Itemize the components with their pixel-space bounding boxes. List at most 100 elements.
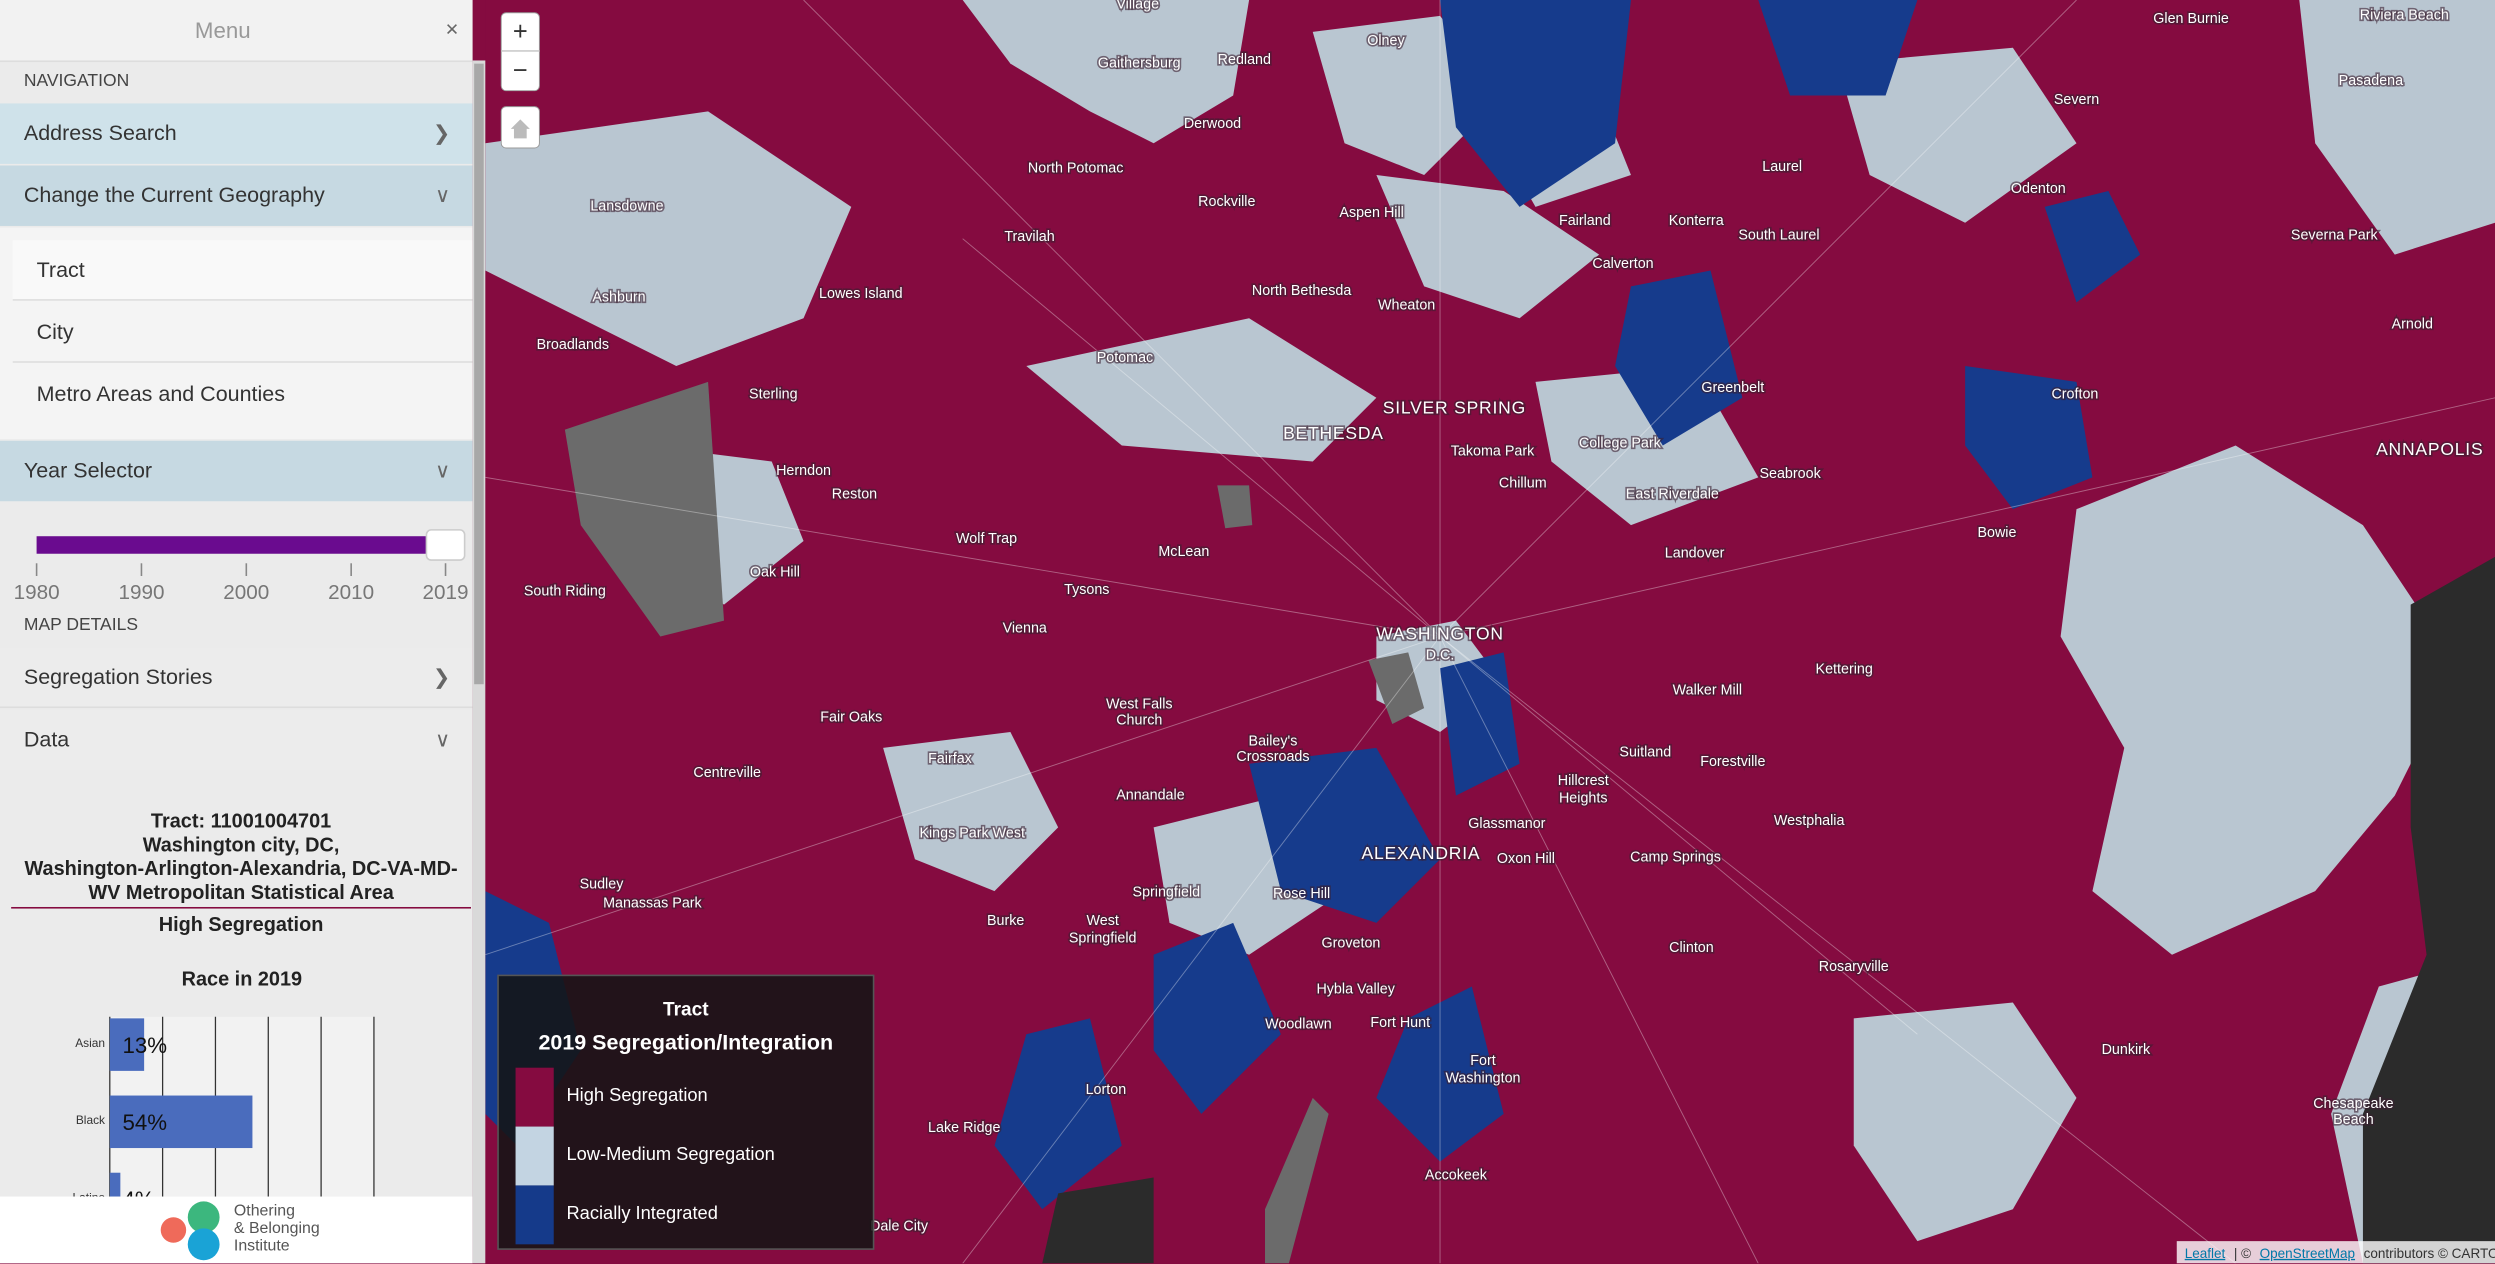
segregation-stories[interactable]: Segregation Stories ❯ (0, 647, 473, 709)
place-label: Broadlands (537, 337, 609, 353)
tract-level: High Segregation (158, 913, 324, 936)
place-label: Seabrook (1759, 466, 1821, 482)
place-label: Fair Oaks (820, 709, 882, 725)
legend-label: Racially Integrated (566, 1202, 717, 1223)
place-label: Severna Park (2291, 227, 2379, 243)
slider-tick-label: 2010 (328, 581, 374, 604)
legend-box (497, 974, 875, 1250)
attribution-box (2176, 1241, 2495, 1264)
org-line: & Belonging (233, 1220, 320, 1238)
place-label: Severn (2054, 92, 2099, 108)
section-heading: MAP DETAILS (23, 615, 139, 635)
place-label: McLean (1158, 544, 1209, 560)
place-label: Odenton (2011, 181, 2066, 197)
place-label: Hybla Valley (1316, 982, 1395, 998)
chart-title: Race in 2019 (182, 968, 302, 990)
slider-handle[interactable] (425, 529, 466, 561)
geography-option[interactable]: Metro Areas and Counties (36, 381, 285, 406)
place-label: ALEXANDRIA (1362, 843, 1481, 863)
home-icon (510, 119, 530, 139)
attribution-link[interactable]: Leaflet (2185, 1245, 2226, 1260)
address-search[interactable]: Address Search ❯ (0, 103, 473, 164)
chevron: ∨ (435, 182, 451, 207)
change-geography[interactable]: Change the Current Geography ∨ (0, 165, 473, 226)
place-label: Village (1116, 0, 1159, 13)
place-label: College Park (1579, 436, 1662, 452)
water-areas (1042, 556, 2495, 1264)
place-label: Calverton (1592, 256, 1653, 272)
place-label: Bowie (1977, 525, 2016, 541)
place-label: Suitland (1619, 744, 1671, 760)
place-label: Westphalia (1774, 813, 1845, 829)
place-label: Annandale (1116, 787, 1184, 803)
zoom-in[interactable]: + (513, 18, 528, 46)
place-label: Oak Hill (750, 565, 800, 581)
place-label: Riviera Beach (2360, 8, 2449, 24)
menu-title: Menu (194, 17, 251, 43)
scrollbar-thumb[interactable] (474, 63, 484, 685)
y-tick-label: Asian (75, 1036, 105, 1050)
place-label: Heights (1559, 791, 1608, 807)
legend-title: Tract (663, 999, 709, 1020)
slider-tick-label: 1980 (14, 581, 60, 604)
org-line: Institute (233, 1237, 290, 1256)
zoom-out[interactable]: − (513, 56, 528, 84)
place-label: Lansdowne (590, 199, 663, 215)
close-button[interactable]: × (445, 15, 459, 42)
y-tick-label: Latino (73, 1190, 106, 1196)
logo-dot (187, 1201, 220, 1234)
data-row[interactable]: Data ∨ (0, 709, 473, 771)
place-label: BETHESDA (1283, 423, 1384, 443)
bar (109, 1172, 121, 1197)
place-label: Reston (832, 487, 877, 503)
place-label: Sudley (580, 876, 625, 892)
place-label: WASHINGTON (1376, 624, 1504, 644)
place-label: West Falls (1106, 697, 1173, 713)
attribution: Leaflet | © OpenStreetMap contributors ©… (2185, 1245, 2495, 1260)
place-label: Forestville (1700, 754, 1765, 770)
place-label: Chesapeake (2313, 1096, 2393, 1112)
bar-value-label: 4% (123, 1187, 155, 1196)
place-label: Glassmanor (1468, 816, 1545, 832)
geography-option[interactable]: City (12, 302, 473, 363)
legend-label: Low-Medium Segregation (566, 1143, 774, 1164)
year-selector[interactable]: Year Selector ∨ (0, 440, 473, 502)
place-label: Ashburn (592, 289, 645, 305)
place-label: Aspen Hill (1339, 205, 1403, 221)
map[interactable]: Village Gaithersburg Redland Olney Glen Burn… (485, 0, 2495, 1264)
bar (109, 1018, 145, 1071)
place-label: Accokeek (1425, 1168, 1488, 1184)
place-label: Gaithersburg (1098, 55, 1181, 71)
place-label: Greenbelt (1701, 380, 1764, 396)
row-label: Change the Current Geography (23, 182, 325, 207)
legend-swatch (515, 1185, 554, 1245)
geography-options: Tract City Metro Areas and Counties (0, 227, 473, 440)
place-label: Kettering (1816, 662, 1873, 678)
tract-info: Tract: 11001004701 Washington city, DC, … (11, 810, 471, 937)
place-label: Landover (1665, 546, 1725, 562)
place-label: Derwood (1184, 116, 1241, 132)
geography-option[interactable]: Tract (12, 240, 473, 301)
bar-value-label: 54% (123, 1110, 168, 1135)
place-label: Fort Hunt (1370, 1015, 1430, 1031)
bar-value-label: 13% (123, 1033, 168, 1058)
place-label: Lowes Island (819, 286, 903, 302)
attribution-text: | © (2234, 1245, 2251, 1260)
place-label: ANNAPOLIS (2376, 439, 2483, 459)
year-slider[interactable]: 1980 1990 2000 2010 2019 (0, 503, 473, 611)
chevron: ∨ (435, 458, 451, 483)
place-label: South Riding (524, 584, 606, 600)
place-label: Sterling (749, 386, 798, 402)
scrollbar[interactable] (472, 60, 486, 1264)
place-label: Groveton (1321, 935, 1380, 951)
footer: Othering & Belonging Institute (0, 1196, 473, 1264)
chevron: ∨ (435, 727, 451, 752)
attribution-link[interactable]: OpenStreetMap (2260, 1245, 2355, 1260)
place-label: North Bethesda (1252, 283, 1351, 299)
place-label: Glen Burnie (2153, 11, 2229, 27)
slider-tick-label: 1990 (118, 581, 164, 604)
tract-city: Washington city, DC, (142, 833, 340, 857)
place-label: D.C. (1426, 647, 1455, 663)
place-label: Burke (987, 913, 1024, 929)
